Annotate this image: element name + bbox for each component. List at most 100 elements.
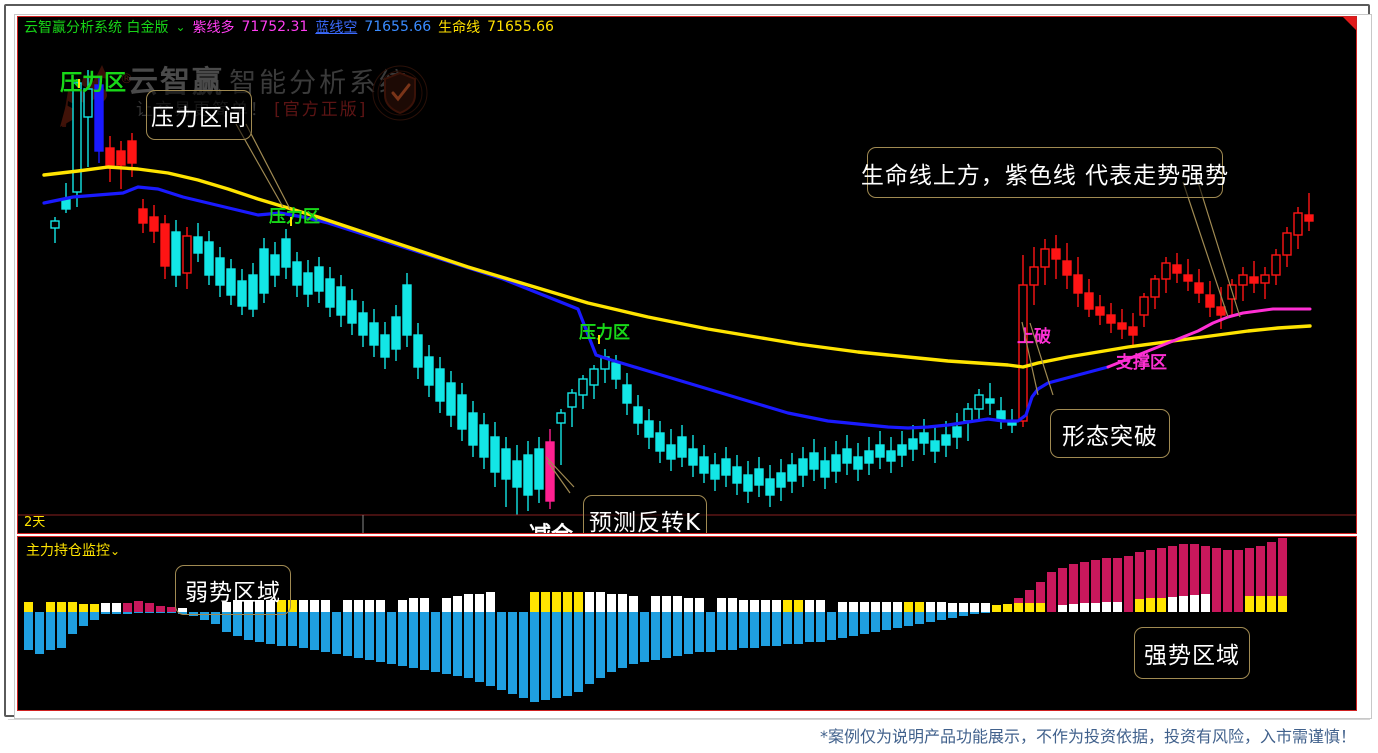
- indicator-bar: [244, 600, 253, 640]
- indicator-bar: [1113, 558, 1122, 612]
- candlestick: [424, 345, 434, 397]
- candlestick: [831, 441, 841, 483]
- indicator-title[interactable]: 主力持仓监控: [26, 543, 110, 559]
- candlestick: [578, 375, 588, 409]
- candlestick: [655, 421, 665, 463]
- indicator-bar: [1014, 598, 1023, 612]
- strong-zone-callout[interactable]: 强势区域: [1134, 627, 1250, 679]
- candlestick: [303, 260, 313, 307]
- indicator-bar: [827, 612, 836, 640]
- indicator-bar: [783, 600, 792, 644]
- indicator-bar: [354, 600, 363, 658]
- indicator-bar: [552, 592, 561, 698]
- candlestick: [1117, 309, 1127, 339]
- candlestick: [567, 389, 577, 427]
- indicator-bar: [288, 600, 297, 646]
- timeframe-tag[interactable]: 2天: [24, 515, 46, 530]
- indicator-bar: [46, 602, 55, 650]
- candlestick: [490, 422, 500, 487]
- candlestick: [1161, 257, 1171, 293]
- candlestick: [479, 413, 489, 469]
- indicator-bar: [332, 612, 341, 654]
- candlestick: [600, 349, 610, 383]
- candlestick: [193, 223, 203, 262]
- candlestick: [666, 429, 676, 471]
- main-force-position-panel[interactable]: 主力持仓监控⌄ ® 云智赢 400-669-8870 [官方正版] 让交易更简单…: [17, 536, 1357, 711]
- candlestick: [765, 465, 775, 507]
- indicator-bar: [123, 603, 132, 614]
- chevron-down-icon-lower[interactable]: ⌄: [110, 544, 121, 558]
- indicator-bar: [519, 612, 528, 698]
- indicator-bar: [871, 602, 880, 632]
- candlestick: [336, 275, 346, 327]
- indicator-bar: [222, 602, 231, 632]
- indicator-bar: [1190, 544, 1199, 612]
- indicator-title-row[interactable]: 主力持仓监控⌄: [26, 540, 120, 560]
- indicator-bar: [1135, 552, 1144, 612]
- indicator-bar: [134, 601, 143, 613]
- candlestick: [204, 231, 214, 285]
- candlestick: [237, 269, 247, 315]
- candlestick: [1029, 247, 1039, 305]
- indicator-bar: [431, 612, 440, 672]
- candlestick: [105, 136, 115, 182]
- indicator-bar: [409, 598, 418, 668]
- price-chart-panel[interactable]: 云智赢分析系统 白金版 ⌄ 紫线多 71752.31 蓝线空 71655.66 …: [17, 16, 1357, 534]
- indicator-bar: [728, 598, 737, 650]
- blue-line-label: 蓝线空: [315, 20, 358, 36]
- indicator-bar: [915, 602, 924, 624]
- indicator-bar: [904, 602, 913, 626]
- indicator-bar: [365, 600, 374, 660]
- candlestick: [1227, 279, 1237, 317]
- indicator-bar: [596, 592, 605, 678]
- lifeline-strength-callout[interactable]: 生命线上方，紫色线 代表走势强势: [861, 147, 1228, 198]
- candlestick: [435, 357, 445, 413]
- indicator-bar: [387, 612, 396, 664]
- indicator-bar: [57, 602, 66, 648]
- candlestick: [732, 455, 742, 495]
- indicator-bar: [101, 603, 110, 614]
- indicator-bar: [35, 612, 44, 654]
- candlestick: [688, 435, 698, 477]
- candlestick: [853, 443, 863, 481]
- candlestick: [1238, 267, 1248, 301]
- indicator-bar: [541, 592, 550, 700]
- candlestick: [1106, 303, 1116, 333]
- candlestick: [820, 447, 830, 489]
- indicator-bar: [750, 600, 759, 648]
- chart-label-0: 压力区: [60, 71, 127, 96]
- candlestick: [1073, 257, 1083, 307]
- chevron-down-icon[interactable]: ⌄: [175, 20, 186, 34]
- indicator-bar: [1256, 546, 1265, 612]
- indicator-bar: [1146, 550, 1155, 612]
- price-chart-canvas[interactable]: [18, 17, 1356, 533]
- indicator-bar: [475, 594, 484, 682]
- candlestick: [589, 365, 599, 399]
- pressure-range-callout[interactable]: 压力区间: [146, 90, 252, 140]
- system-title[interactable]: 云智赢分析系统 白金版: [24, 20, 169, 36]
- indicator-bar: [1047, 572, 1056, 612]
- candlestick: [534, 437, 544, 503]
- candlestick: [446, 371, 456, 427]
- candlestick: [622, 373, 632, 415]
- candlestick: [1304, 193, 1314, 231]
- candlestick: [1139, 293, 1149, 327]
- candlestick: [875, 431, 885, 469]
- candlestick: [1293, 207, 1303, 249]
- candlestick: [50, 217, 60, 243]
- candlestick: [314, 257, 324, 303]
- candlestick: [149, 205, 159, 243]
- indicator-bar: [992, 605, 1001, 612]
- indicator-bar: [112, 603, 121, 614]
- indicator-bar: [299, 600, 308, 648]
- candlestick: [215, 247, 225, 297]
- pattern-breakout-callout[interactable]: 形态突破: [1050, 409, 1170, 458]
- weak-zone-callout[interactable]: 弱势区域: [175, 565, 291, 615]
- indicator-bars-canvas[interactable]: [18, 537, 1356, 710]
- candlestick: [633, 395, 643, 435]
- candlestick: [281, 229, 291, 279]
- reversal-k-callout[interactable]: 预测反转K: [583, 495, 707, 533]
- candlestick: [919, 419, 929, 455]
- candlestick: [1183, 259, 1193, 291]
- candlestick: [116, 141, 126, 189]
